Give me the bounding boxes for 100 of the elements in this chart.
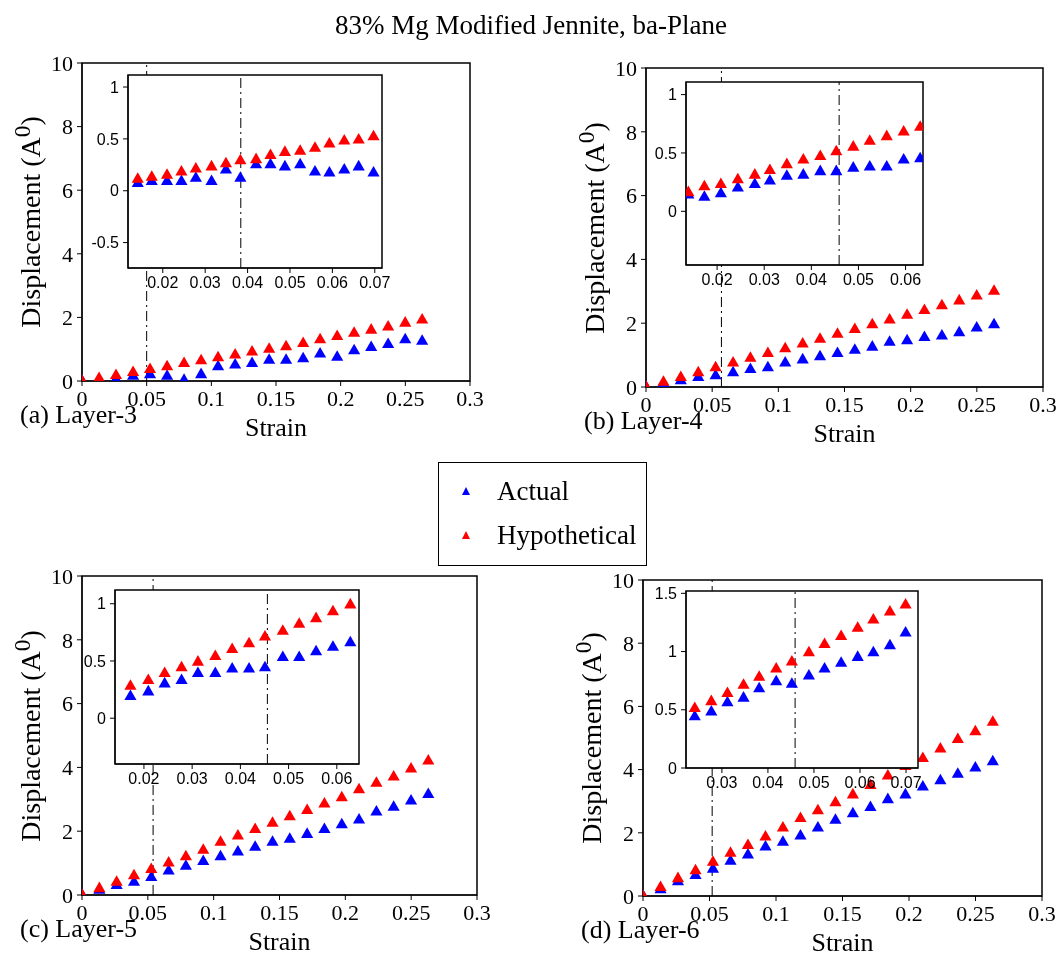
point — [901, 308, 914, 319]
y-tick-label: 0 — [110, 182, 120, 200]
y-tick-label: 1 — [668, 86, 678, 104]
point — [145, 170, 158, 181]
x-axis-title: Strain — [813, 419, 876, 448]
point — [352, 132, 365, 144]
point — [780, 169, 793, 180]
x-tick-label: 0.15 — [256, 385, 296, 411]
point — [935, 328, 948, 340]
point — [847, 140, 860, 151]
point — [847, 161, 860, 172]
y-tick-label: 8 — [62, 627, 73, 653]
point — [863, 134, 876, 145]
y-tick-label: 10 — [615, 55, 637, 81]
point — [970, 289, 983, 300]
point — [880, 159, 893, 171]
point — [763, 163, 776, 174]
point — [829, 813, 842, 824]
point — [266, 835, 279, 846]
x-tick-label: 0.06 — [890, 271, 922, 289]
point — [231, 844, 244, 856]
point — [918, 330, 931, 342]
point — [365, 323, 378, 334]
point — [344, 635, 357, 647]
y-tick-label: -0.5 — [91, 234, 120, 252]
x-tick-label: 0.3 — [1028, 900, 1056, 926]
point — [314, 346, 327, 358]
point — [951, 732, 964, 744]
point — [294, 144, 307, 155]
point — [399, 316, 412, 327]
point — [326, 640, 340, 651]
point — [278, 145, 291, 156]
point — [226, 661, 239, 673]
point — [698, 190, 711, 201]
x-tick-label: 0.03 — [706, 774, 738, 792]
point — [802, 668, 815, 680]
point — [404, 793, 418, 805]
point — [365, 340, 378, 352]
x-tick-label: 0.04 — [795, 271, 827, 289]
x-axis-title: Strain — [811, 928, 874, 957]
y-tick-label: 1 — [668, 643, 678, 661]
y-tick-label: 4 — [62, 241, 73, 267]
point — [219, 156, 233, 168]
point — [308, 165, 322, 176]
text: 83% Mg Modified Jennite, ba-Plane — [333, 10, 729, 41]
y-tick-label: 0 — [623, 883, 634, 909]
point — [813, 332, 827, 343]
point — [818, 662, 831, 673]
point — [814, 164, 827, 176]
y-tick-label: 2 — [623, 820, 634, 846]
point — [338, 162, 351, 174]
point — [367, 166, 380, 177]
y-tick-label: 2 — [626, 311, 637, 337]
point — [249, 822, 262, 834]
point — [724, 846, 737, 857]
y-tick-label: 8 — [62, 114, 73, 140]
point — [283, 809, 296, 821]
point — [211, 359, 225, 371]
point — [846, 806, 859, 818]
point — [124, 689, 137, 700]
point — [161, 359, 174, 371]
point — [727, 356, 740, 367]
point — [211, 350, 225, 362]
point — [814, 149, 827, 160]
point — [737, 678, 750, 689]
point — [308, 141, 322, 152]
x-tick-label: 0.2 — [331, 899, 360, 925]
point — [899, 625, 912, 637]
point — [382, 337, 395, 348]
point — [214, 835, 227, 846]
x-tick-label: 0.03 — [176, 770, 208, 788]
x-tick-label: 0.04 — [224, 770, 257, 788]
point — [797, 168, 810, 179]
point — [794, 811, 807, 823]
point — [195, 367, 208, 379]
point — [301, 827, 314, 838]
point — [158, 676, 171, 688]
point — [127, 365, 140, 376]
point — [851, 621, 864, 632]
point — [249, 152, 263, 164]
point — [280, 339, 293, 351]
point — [753, 670, 766, 681]
point — [145, 862, 158, 873]
point — [189, 171, 202, 182]
point — [867, 645, 880, 657]
y-tick-label: 0 — [668, 202, 678, 220]
point — [741, 838, 755, 849]
y-tick-label: 4 — [626, 247, 637, 273]
point — [692, 365, 705, 377]
point — [297, 336, 310, 347]
y-tick-label: 0.5 — [96, 130, 120, 148]
point — [399, 332, 412, 344]
point — [851, 650, 864, 661]
point — [688, 701, 701, 713]
point — [794, 828, 807, 840]
point — [416, 312, 429, 324]
point — [883, 604, 896, 616]
y-tick-label: 2 — [62, 819, 73, 845]
point — [293, 617, 306, 628]
y-tick-label: 1.5 — [654, 585, 678, 603]
